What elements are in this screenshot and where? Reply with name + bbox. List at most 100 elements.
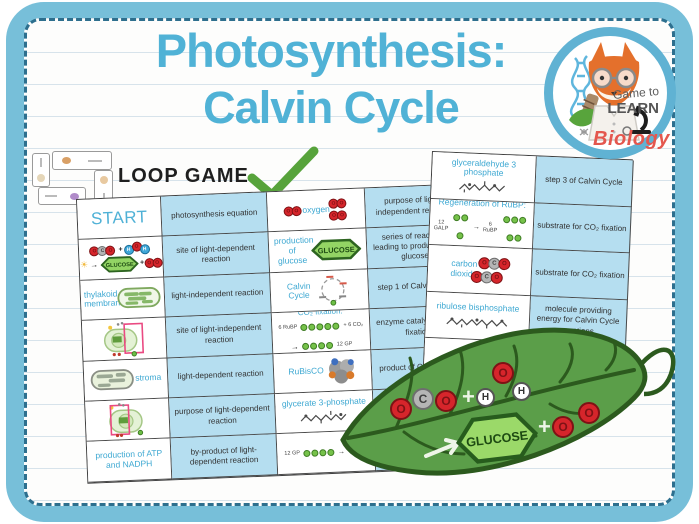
sun-icon: ☀ <box>79 259 89 270</box>
ear-icon <box>61 157 71 164</box>
oxygen-atom-icon: O <box>492 362 514 384</box>
galp-chain-icon <box>300 317 341 337</box>
loop-game-label: LOOP GAME <box>118 165 249 187</box>
oxygen-atom-icon: O <box>336 209 348 221</box>
diagram-label: 12 GP <box>284 450 301 457</box>
svg-text:GLUCOSE: GLUCOSE <box>318 245 355 255</box>
arrow-icon: → <box>290 342 299 352</box>
term-label: thylakoid membranes <box>83 288 130 310</box>
diagram-label: 12 GALP <box>433 219 449 233</box>
cell-clue: step 3 of Calvin Cycle <box>534 156 634 208</box>
cell-clue: photosynthesis equation <box>160 192 269 237</box>
molecular-structure-icon <box>445 317 507 329</box>
svg-text:GLUCOSE: GLUCOSE <box>105 262 134 269</box>
plus-icon: + <box>538 414 551 439</box>
loop-card-left <box>32 153 50 187</box>
loop-cards-icon <box>30 149 118 208</box>
diagram-label: 6 RuBP <box>482 221 498 235</box>
page-title: Photosynthesis: Calvin Cycle <box>96 22 566 136</box>
rubisco-protein-icon <box>328 358 355 384</box>
loop-card-top <box>52 151 112 170</box>
cell-clue: by-product of light-dependent reaction <box>170 434 279 480</box>
cell-rubisco: RuBisCO <box>273 349 373 395</box>
term-label: stroma <box>135 372 162 384</box>
gp-chain-icon <box>302 443 336 462</box>
term-label: oxygen <box>302 203 330 215</box>
cell-site-image <box>85 398 171 443</box>
plus-icon: + <box>118 246 123 254</box>
cell-atp-nadph: production of ATP and NADPH <box>86 438 173 483</box>
oxygen-atom-icon: O <box>105 245 116 256</box>
term-label: RuBisCO <box>288 365 325 377</box>
oxygen-atom-icon: O <box>578 402 600 424</box>
cell-site-image <box>81 317 168 362</box>
chloroplast-icon <box>117 287 161 309</box>
white-arrow-icon <box>424 438 460 458</box>
dna-icon <box>569 55 592 117</box>
game-to-learn-logo: Game to LEARN Biology <box>544 27 676 159</box>
cell-regeneration: Regeneration of RuBP: 12 GALP → 6 RuBP <box>429 198 535 250</box>
hydrogen-atom-icon: H <box>139 243 150 255</box>
oxygen-atom-icon: O <box>291 205 302 217</box>
cell-rubp: ribulose bisphosphate <box>425 291 532 343</box>
o2-molecule-large: O O <box>552 400 608 442</box>
cell-clue: light-dependent reaction <box>167 353 275 399</box>
arrow-icon: → <box>472 223 481 231</box>
title-line2: Calvin Cycle <box>203 82 460 133</box>
term-label: glyceraldehyde 3 phosphate <box>451 156 517 179</box>
term-label: production of glucose <box>273 234 314 266</box>
cell-stroma: stroma <box>83 358 170 402</box>
oxygen-atom-icon: O <box>435 390 457 412</box>
oxygen-atom-icon: O <box>152 257 163 268</box>
galp-chain-icon <box>452 208 471 245</box>
fox-muzzle <box>597 88 631 100</box>
rubp-chain-icon <box>500 210 531 247</box>
coat-collar <box>606 105 622 118</box>
card-text-line <box>88 159 103 162</box>
loop-card-bottom <box>38 187 86 205</box>
molecular-structure-icon <box>300 410 346 424</box>
co2-molecule-large: O C O <box>390 386 460 422</box>
term-label: production of ATP and NADPH <box>95 448 163 471</box>
oxygen-atom-icon: O <box>336 197 347 209</box>
cell-clue: substrate for CO₂ fixation <box>531 249 630 301</box>
regen-line: 12 GALP → 6 RuBP <box>432 207 530 247</box>
logo-text-mid: LEARN <box>607 100 659 117</box>
cell-pink-box-icon <box>103 321 144 357</box>
h2o-molecule-large: O H H <box>474 362 536 412</box>
sparkle-icon <box>579 128 589 136</box>
logo-text-bottom: Biology <box>593 128 670 150</box>
logo-art <box>569 42 651 141</box>
cell-clue: site of light-dependent reaction <box>162 232 271 278</box>
cell-clue: substrate for CO₂ fixation <box>532 202 632 254</box>
glucose-hexagon-icon: GLUCOSE <box>310 238 362 261</box>
cell-calvin-cycle: Calvin Cycle <box>270 269 370 314</box>
cell-production-of-glucose: production of glucose GLUCOSE <box>268 228 369 274</box>
cell-clue: purpose of light-dependent reaction <box>169 394 277 439</box>
leaf-stem <box>636 347 676 397</box>
glucose-hexagon-icon: GLUCOSE <box>99 255 139 273</box>
leaf-veins <box>346 340 636 456</box>
card-text-line <box>45 195 58 197</box>
cell-g3p: glyceraldehyde 3 phosphate <box>431 152 537 203</box>
term-label: Calvin Cycle <box>286 280 311 302</box>
oxygen-atom-icon: O <box>498 257 511 271</box>
calvin-cycle-diagram-icon <box>319 276 347 307</box>
hydrogen-atom-icon: H <box>476 388 495 407</box>
glucose-hexagon-large: GLUCOSE <box>455 412 539 464</box>
